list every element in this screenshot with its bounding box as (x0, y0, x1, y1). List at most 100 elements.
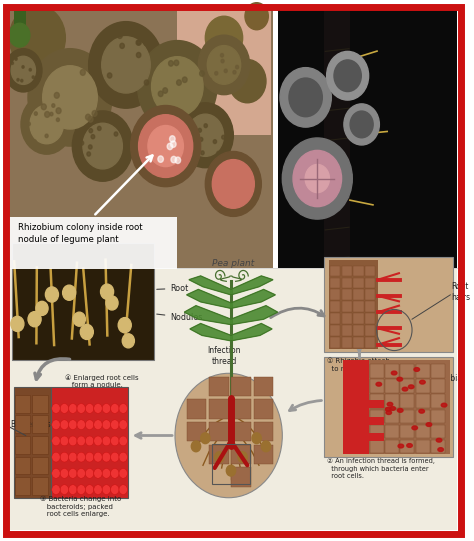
Circle shape (21, 95, 73, 154)
Ellipse shape (390, 407, 395, 411)
FancyBboxPatch shape (12, 243, 154, 360)
Circle shape (63, 285, 76, 300)
Circle shape (102, 404, 110, 413)
Circle shape (77, 436, 85, 446)
Ellipse shape (419, 380, 425, 384)
FancyBboxPatch shape (342, 301, 352, 312)
Circle shape (200, 71, 204, 76)
Circle shape (100, 284, 114, 299)
Circle shape (11, 56, 36, 84)
Circle shape (205, 151, 261, 216)
FancyBboxPatch shape (431, 410, 445, 423)
Circle shape (69, 485, 77, 494)
FancyBboxPatch shape (32, 415, 47, 433)
FancyBboxPatch shape (365, 289, 375, 300)
Ellipse shape (436, 438, 442, 442)
FancyBboxPatch shape (385, 394, 399, 408)
Text: Rhizobium colony inside root
nodule of legume plant: Rhizobium colony inside root nodule of l… (18, 223, 142, 244)
Ellipse shape (376, 382, 382, 386)
Circle shape (9, 5, 65, 70)
FancyBboxPatch shape (385, 364, 399, 378)
Circle shape (305, 164, 329, 193)
Circle shape (11, 316, 24, 332)
FancyBboxPatch shape (32, 395, 47, 413)
Circle shape (171, 141, 176, 148)
Circle shape (94, 404, 102, 413)
FancyBboxPatch shape (15, 436, 30, 454)
FancyBboxPatch shape (431, 364, 445, 378)
Circle shape (212, 160, 255, 208)
Circle shape (119, 485, 128, 494)
Circle shape (77, 452, 85, 462)
Circle shape (11, 62, 13, 64)
Circle shape (217, 151, 220, 155)
FancyBboxPatch shape (32, 477, 47, 495)
Text: ④ Enlarged root cells
   form a nodule.: ④ Enlarged root cells form a nodule. (65, 374, 139, 388)
Circle shape (198, 35, 250, 95)
Circle shape (94, 485, 102, 494)
Circle shape (33, 140, 36, 143)
Circle shape (201, 433, 210, 444)
Circle shape (162, 111, 166, 117)
FancyBboxPatch shape (416, 394, 430, 408)
Circle shape (52, 485, 60, 494)
Circle shape (293, 150, 342, 207)
Circle shape (238, 452, 247, 463)
FancyBboxPatch shape (368, 417, 384, 425)
FancyBboxPatch shape (324, 257, 453, 352)
Circle shape (94, 452, 102, 462)
Circle shape (170, 136, 175, 142)
Ellipse shape (386, 411, 392, 414)
FancyBboxPatch shape (353, 337, 364, 348)
FancyBboxPatch shape (385, 440, 399, 453)
Circle shape (122, 334, 135, 348)
Ellipse shape (397, 408, 403, 412)
Circle shape (209, 78, 211, 82)
Circle shape (215, 452, 224, 463)
Circle shape (83, 123, 122, 169)
FancyBboxPatch shape (32, 436, 47, 454)
FancyBboxPatch shape (431, 425, 445, 438)
Circle shape (200, 137, 203, 141)
FancyBboxPatch shape (330, 313, 340, 324)
FancyBboxPatch shape (370, 425, 383, 438)
Circle shape (73, 312, 85, 326)
Circle shape (245, 3, 268, 30)
Text: ③ Bacteria change into
   bacteroids; packed
   root cells enlarge.: ③ Bacteria change into bacteroids; packe… (40, 496, 121, 517)
Circle shape (175, 373, 283, 498)
Circle shape (34, 112, 37, 115)
Circle shape (144, 80, 149, 85)
Circle shape (85, 452, 94, 462)
FancyBboxPatch shape (14, 387, 51, 498)
Text: Rhizobia: Rhizobia (429, 374, 463, 383)
Text: Infection
thread: Infection thread (207, 346, 241, 366)
Ellipse shape (419, 410, 425, 413)
Circle shape (102, 452, 110, 462)
FancyBboxPatch shape (9, 217, 177, 269)
FancyBboxPatch shape (9, 5, 273, 268)
Circle shape (85, 114, 91, 120)
Circle shape (119, 404, 128, 413)
Circle shape (80, 141, 84, 145)
FancyBboxPatch shape (342, 278, 352, 288)
Circle shape (91, 135, 95, 139)
FancyBboxPatch shape (343, 360, 369, 454)
Circle shape (56, 108, 61, 114)
Circle shape (205, 16, 243, 60)
Circle shape (89, 22, 164, 108)
Circle shape (114, 132, 118, 136)
Ellipse shape (392, 371, 397, 375)
FancyBboxPatch shape (342, 313, 352, 324)
FancyBboxPatch shape (324, 357, 453, 457)
Ellipse shape (385, 407, 391, 411)
Circle shape (137, 40, 141, 45)
Circle shape (77, 469, 85, 478)
Circle shape (17, 78, 19, 81)
Circle shape (89, 129, 92, 133)
Circle shape (167, 143, 173, 150)
Circle shape (52, 469, 60, 478)
Ellipse shape (441, 403, 447, 407)
Ellipse shape (438, 448, 444, 452)
Circle shape (69, 404, 77, 413)
Circle shape (119, 452, 128, 462)
